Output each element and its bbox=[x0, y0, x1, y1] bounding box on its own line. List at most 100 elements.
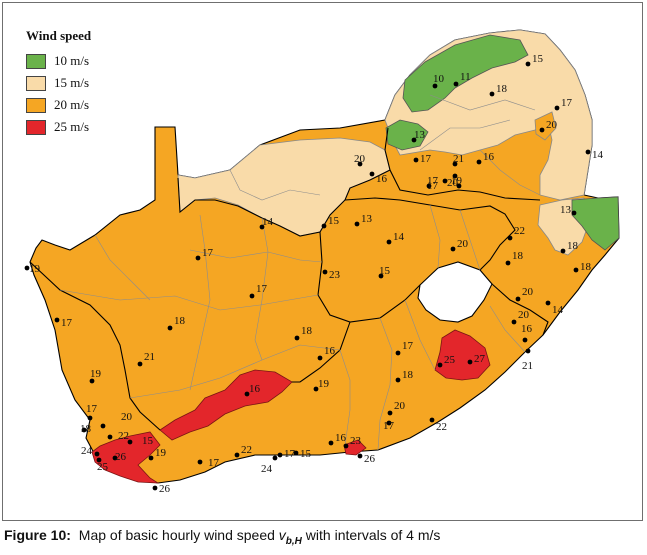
province-boundary bbox=[29, 261, 161, 431]
station-dot bbox=[357, 453, 363, 459]
station-wind-speed-label: 14 bbox=[552, 304, 564, 316]
station-dot bbox=[24, 265, 30, 271]
station-dot bbox=[343, 443, 349, 449]
station-wind-speed-label: 18 bbox=[402, 369, 414, 381]
station-wind-speed-label: 10 bbox=[433, 73, 445, 85]
station-dot bbox=[137, 361, 143, 367]
station-dot bbox=[539, 127, 545, 133]
station-dot bbox=[167, 325, 173, 331]
station-wind-speed-label: 20 bbox=[354, 153, 366, 165]
station-wind-speed-label: 22 bbox=[436, 421, 447, 433]
station-wind-speed-label: 22 bbox=[514, 225, 525, 237]
region-25ms-east bbox=[434, 329, 491, 381]
station-wind-speed-label: 24 bbox=[261, 463, 273, 475]
municipal-boundary bbox=[189, 214, 211, 391]
station-dot bbox=[328, 440, 334, 446]
station-dot bbox=[259, 224, 265, 230]
province-boundary bbox=[177, 169, 391, 237]
province-boundary bbox=[384, 127, 541, 201]
station-dot bbox=[94, 451, 100, 457]
station-dot bbox=[411, 137, 417, 143]
station-dot bbox=[386, 239, 392, 245]
station-dot bbox=[450, 246, 456, 252]
station-wind-speed-label: 17 bbox=[202, 247, 214, 259]
station-dot bbox=[89, 378, 95, 384]
station-dot bbox=[244, 391, 250, 397]
station-dot bbox=[195, 255, 201, 261]
station-dot bbox=[322, 269, 328, 275]
station-wind-speed-label: 16 bbox=[324, 345, 336, 357]
station-wind-speed-label: 16 bbox=[335, 432, 347, 444]
station-dot bbox=[197, 459, 203, 465]
station-wind-speed-label: 19 bbox=[155, 447, 167, 459]
station-dot bbox=[100, 423, 106, 429]
station-wind-speed-label: 22 bbox=[118, 430, 129, 442]
station-wind-speed-label: 25 bbox=[97, 461, 109, 473]
station-dot bbox=[112, 455, 118, 461]
station-dot bbox=[476, 159, 482, 165]
station-wind-speed-label: 17 bbox=[420, 153, 432, 165]
station-dot bbox=[272, 455, 278, 461]
caption-figure-number: Figure 10: bbox=[4, 527, 71, 543]
station-dot bbox=[395, 350, 401, 356]
municipal-boundary bbox=[229, 169, 321, 201]
station-wind-speed-label: 18 bbox=[80, 423, 92, 435]
province-boundary bbox=[344, 197, 516, 271]
station-dot bbox=[317, 355, 323, 361]
station-wind-speed-label: 18 bbox=[512, 250, 524, 262]
station-wind-speed-label: 14 bbox=[393, 231, 405, 243]
station-wind-speed-label: 20 bbox=[447, 177, 459, 189]
station-dot bbox=[294, 335, 300, 341]
station-wind-speed-label: 20 bbox=[546, 119, 558, 131]
station-dot bbox=[554, 105, 560, 111]
station-dot bbox=[442, 178, 448, 184]
legend-label: 15 m/s bbox=[54, 75, 90, 90]
station-dot bbox=[354, 221, 360, 227]
figure-caption: Figure 10: Map of basic hourly wind spee… bbox=[4, 527, 440, 547]
station-wind-speed-label: 16 bbox=[521, 323, 533, 335]
station-dot bbox=[387, 410, 393, 416]
legend-title: Wind speed bbox=[26, 28, 92, 43]
station-wind-speed-label: 17 bbox=[427, 180, 439, 192]
legend-label: 10 m/s bbox=[54, 53, 90, 68]
station-dot bbox=[522, 337, 528, 343]
station-wind-speed-label: 13 bbox=[414, 129, 426, 141]
station-dot bbox=[507, 235, 513, 241]
legend-swatch-green bbox=[26, 53, 46, 69]
station-wind-speed-label: 17 bbox=[256, 283, 268, 295]
station-dot bbox=[511, 319, 517, 325]
legend-label: 25 m/s bbox=[54, 119, 90, 134]
station-wind-speed-label: 18 bbox=[580, 261, 592, 273]
station-wind-speed-label: 21 bbox=[453, 153, 464, 165]
municipal-boundary bbox=[129, 344, 341, 399]
station-dot bbox=[525, 348, 531, 354]
station-dot bbox=[560, 248, 566, 254]
station-wind-speed-label: 16 bbox=[249, 383, 261, 395]
legend-swatch-red bbox=[26, 119, 46, 135]
caption-text-end: with intervals of 4 m/s bbox=[305, 527, 441, 543]
station-wind-speed-label: 17 bbox=[61, 317, 73, 329]
region-20ms-northeast-pocket bbox=[534, 111, 557, 141]
municipal-boundary bbox=[94, 234, 151, 301]
region-10ms-north bbox=[402, 34, 529, 113]
station-wind-speed-label: 26 bbox=[159, 483, 171, 495]
station-wind-speed-label: 25 bbox=[444, 354, 456, 366]
region-25ms-south bbox=[343, 439, 367, 456]
station-wind-speed-label: 17 bbox=[402, 340, 414, 352]
map-regions bbox=[29, 29, 620, 484]
station-wind-speed-label: 22 bbox=[241, 444, 252, 456]
station-wind-speed-label: 18 bbox=[301, 325, 313, 337]
station-dot bbox=[505, 260, 511, 266]
station-wind-speed-label: 11 bbox=[460, 71, 471, 83]
station-wind-speed-label: 17 bbox=[383, 420, 395, 432]
station-wind-speed-label: 14 bbox=[592, 149, 604, 161]
municipal-boundary bbox=[254, 217, 269, 361]
caption-subscript: b,H bbox=[285, 535, 302, 547]
station-dot bbox=[453, 81, 459, 87]
station-wind-speed-label: 16 bbox=[483, 151, 495, 163]
station-wind-speed-label: 18 bbox=[496, 83, 508, 95]
municipal-boundary bbox=[339, 349, 351, 446]
station-dot bbox=[386, 420, 392, 426]
